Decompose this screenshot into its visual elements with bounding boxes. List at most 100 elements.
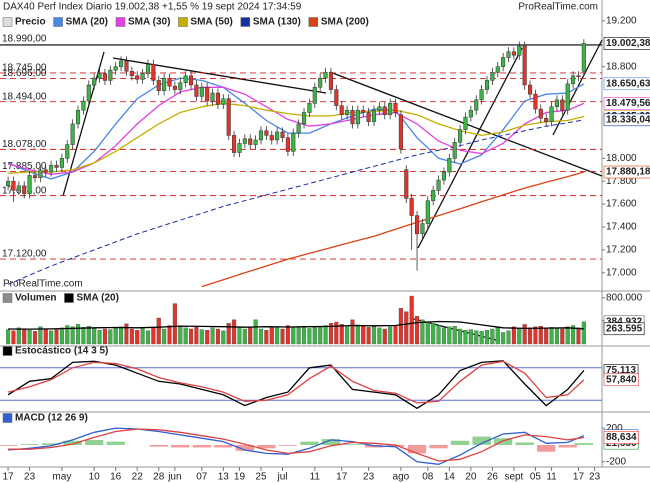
histogram-bar [558,444,577,448]
candle-body [307,103,312,113]
value-tag: 17.880,18 [606,167,650,178]
y-tick-label: 200 [606,423,623,434]
histogram-bar [472,436,491,445]
candle-body [280,131,285,138]
volume-bar [102,328,107,345]
candle-body [194,84,199,97]
volume-bar [221,330,226,345]
volume-bar [447,326,452,345]
legend-swatch [240,17,251,27]
x-tick-label: 17 [336,472,348,483]
volume-bar [210,327,215,345]
candle-body [452,142,457,159]
volume-bar [301,325,307,345]
candle-body [113,66,118,71]
volume-bar [280,328,285,345]
candle-body [441,171,446,181]
candle-body [70,123,75,145]
y-tick-label: 18.000 [606,153,637,164]
histogram-bar [192,444,211,448]
x-tick-label: 26 [487,472,499,483]
legend-label: SMA (20) [66,17,108,28]
volume-bar [242,328,247,345]
volume-bar [86,325,91,345]
volume-bar [178,326,183,345]
candle-body [414,215,420,235]
candle-body [468,109,473,118]
candle-body [237,143,242,153]
candle-body [345,109,350,116]
volume-bar [571,325,576,345]
candle-body [334,89,339,106]
x-tick-label: sept [504,472,523,483]
volume-bar [140,328,145,345]
volume-bar [27,329,32,345]
candle-body [264,130,269,136]
moving-average [8,102,585,174]
y-tick-label: -200 [606,456,626,467]
candle-body [576,75,581,78]
volume-bar [215,328,220,345]
volume-bar [581,321,586,345]
candle-body [447,158,452,173]
histogram-bar [235,444,254,451]
volume-bar [162,328,167,345]
legend-label: Estocástico (14 3 5) [15,346,108,357]
candle-body [495,66,500,73]
x-tick-label: 13 [218,472,230,483]
candle-body [27,175,32,195]
candle-body [506,51,511,58]
x-tick-label: 05 [530,472,542,483]
level-label: 17.120,00 [2,249,47,260]
candle-body [436,179,441,191]
x-tick-label: 23 [24,472,36,483]
candle-body [210,92,215,102]
volume-bar [388,326,393,345]
volume-bar [382,328,387,345]
level-label: 18.494,00 [2,91,47,102]
volume-bar [22,328,27,345]
value-tag-bg [603,165,650,179]
volume-bar [205,329,210,345]
candle-body [226,98,231,136]
candle-body [65,144,70,159]
histogram-bar [407,444,427,454]
candle-body [156,80,161,91]
candle-body [301,112,307,125]
x-tick-label: jul [277,472,288,483]
candle-body [549,106,554,122]
candle-body [135,75,140,80]
candle-body [215,92,220,105]
volume-bar [81,327,86,345]
histogram-bar [429,444,448,449]
x-tick-label: 14 [444,472,456,483]
volume-bar [113,327,118,345]
volume-bar [312,327,317,345]
legend-swatch [2,293,13,303]
legend-label: Precio [15,17,46,28]
volume-bar [441,327,446,345]
candle-body [275,131,280,141]
candle-body [328,72,333,90]
level-label: 18.696,00 [2,68,47,79]
candle-body [119,60,124,67]
candle-body [388,103,393,116]
volume-bar [264,329,269,345]
x-tick-label: 11 [546,472,557,483]
volume-bar [409,295,414,345]
histogram-bar [106,441,125,445]
y-tick-label: 17.600 [606,199,637,210]
candle-body [269,135,274,141]
candle-body [420,223,425,235]
candle-body [350,109,355,125]
candle-body [49,164,54,173]
candle-body [425,200,430,224]
volume-bar [237,326,242,345]
volume-bar [420,319,425,345]
volume-bar [194,326,199,345]
candle-body [366,112,371,122]
candle-body [124,60,129,72]
candle-body [167,77,172,87]
volume-bar [248,327,253,345]
volume-bar [318,326,323,345]
